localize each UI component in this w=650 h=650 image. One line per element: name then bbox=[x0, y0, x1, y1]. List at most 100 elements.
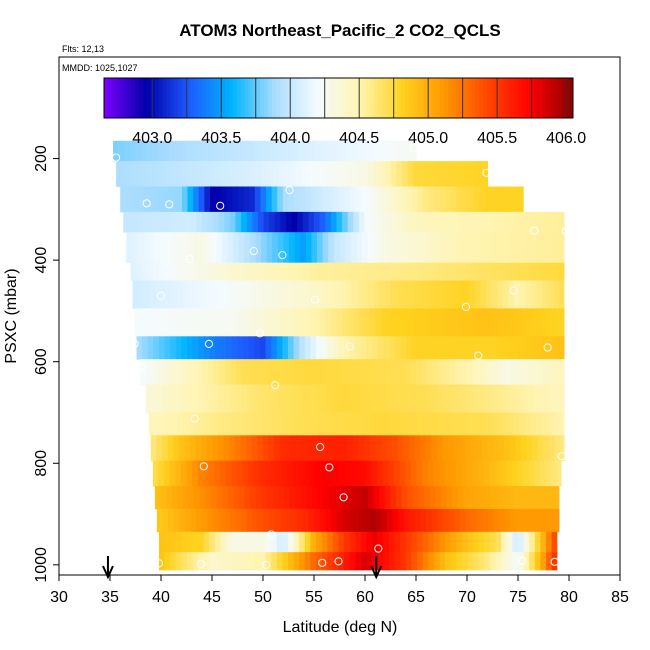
heat-cell bbox=[482, 211, 489, 233]
colorbar-segment bbox=[264, 78, 269, 118]
heat-cell bbox=[549, 435, 556, 462]
heat-cell bbox=[435, 280, 442, 309]
heat-cell bbox=[360, 262, 367, 281]
colorbar-segment bbox=[530, 78, 535, 118]
heat-cell bbox=[391, 161, 398, 187]
heat-cell bbox=[319, 211, 326, 233]
heat-cell bbox=[165, 186, 172, 213]
heat-cell bbox=[187, 336, 194, 360]
heat-cell bbox=[269, 384, 276, 413]
colorbar-segment bbox=[506, 78, 511, 118]
colorbar-segment bbox=[447, 78, 453, 118]
heat-cell bbox=[465, 211, 472, 233]
heat-cell bbox=[371, 460, 378, 487]
heat-cell bbox=[247, 140, 254, 162]
heat-cell bbox=[239, 161, 246, 187]
heat-cell bbox=[321, 262, 328, 281]
heat-cell bbox=[361, 412, 369, 436]
heat-cell bbox=[506, 552, 513, 571]
heat-cell bbox=[535, 232, 543, 264]
heat-cell bbox=[377, 531, 384, 553]
heat-cell bbox=[157, 359, 164, 385]
heat-cell bbox=[168, 308, 175, 337]
sample-point bbox=[190, 414, 199, 423]
heat-cell bbox=[250, 161, 257, 187]
heat-cell bbox=[446, 280, 453, 309]
heat-cell bbox=[385, 161, 392, 187]
heat-cell bbox=[413, 161, 420, 187]
heat-cell bbox=[177, 486, 184, 510]
heat-cell bbox=[162, 508, 169, 533]
heat-cell bbox=[465, 359, 473, 385]
heat-cell bbox=[254, 336, 261, 360]
heat-cell bbox=[336, 211, 343, 233]
heat-cell bbox=[538, 211, 545, 233]
heat-cell bbox=[198, 552, 205, 571]
heat-cell bbox=[377, 262, 384, 281]
heat-cell bbox=[330, 384, 338, 413]
heat-cell bbox=[342, 211, 349, 233]
heat-cell bbox=[471, 384, 478, 413]
heat-cell bbox=[540, 531, 547, 553]
heat-cell bbox=[552, 232, 559, 264]
heat-cell bbox=[283, 412, 290, 436]
heat-cell bbox=[243, 531, 250, 553]
heat-cell bbox=[261, 161, 269, 187]
heat-cell bbox=[213, 359, 220, 385]
heat-cell bbox=[532, 508, 539, 533]
heat-cell bbox=[510, 308, 517, 337]
heat-cell bbox=[154, 232, 161, 264]
heat-cell bbox=[421, 359, 428, 385]
heat-cell bbox=[549, 508, 556, 533]
heat-cell bbox=[197, 140, 204, 162]
heat-cell bbox=[523, 531, 530, 553]
heat-cell bbox=[480, 280, 487, 309]
heat-cell bbox=[407, 161, 415, 187]
heat-cell bbox=[538, 508, 545, 533]
heat-cell bbox=[538, 359, 546, 385]
heat-cell bbox=[541, 232, 548, 264]
heat-cell bbox=[317, 280, 324, 309]
heat-cell bbox=[193, 412, 200, 436]
heat-cell bbox=[298, 460, 305, 487]
heat-cell bbox=[229, 308, 237, 337]
heat-cell bbox=[152, 140, 159, 162]
heat-cell bbox=[373, 412, 380, 436]
heat-cell bbox=[451, 412, 458, 436]
heat-cell bbox=[377, 552, 384, 571]
heat-cell bbox=[148, 232, 155, 264]
heat-cell bbox=[365, 359, 372, 385]
heat-cell bbox=[544, 384, 551, 413]
heat-cell bbox=[454, 508, 461, 533]
heat-cell bbox=[562, 336, 565, 360]
colorbar-segment bbox=[182, 78, 187, 118]
heat-cell bbox=[501, 336, 508, 360]
heat-cell bbox=[246, 508, 253, 533]
heat-cell bbox=[331, 140, 339, 162]
heat-cell bbox=[299, 186, 306, 213]
heat-cell bbox=[439, 552, 446, 571]
heat-cell bbox=[399, 262, 406, 281]
heat-cell bbox=[407, 486, 414, 510]
heat-cell bbox=[229, 211, 237, 233]
heat-cell bbox=[487, 435, 494, 462]
heat-cell bbox=[418, 486, 425, 510]
heat-cell bbox=[497, 280, 504, 309]
sample-point bbox=[334, 557, 343, 566]
heat-cell bbox=[310, 531, 317, 553]
heat-cell bbox=[525, 486, 532, 510]
heat-cell bbox=[368, 486, 375, 510]
heat-cell bbox=[410, 262, 418, 281]
heat-cell bbox=[532, 211, 539, 233]
heat-cell bbox=[330, 435, 337, 462]
colorbar-segment bbox=[397, 78, 402, 118]
heat-cell bbox=[172, 161, 179, 187]
heat-cell bbox=[450, 336, 457, 360]
heat-cell bbox=[504, 211, 511, 233]
heat-cell bbox=[426, 384, 433, 413]
heat-cell bbox=[478, 262, 485, 281]
heat-cell bbox=[187, 531, 194, 553]
heat-cell bbox=[316, 186, 323, 213]
heat-cell bbox=[386, 435, 393, 462]
heat-cell bbox=[549, 384, 556, 413]
